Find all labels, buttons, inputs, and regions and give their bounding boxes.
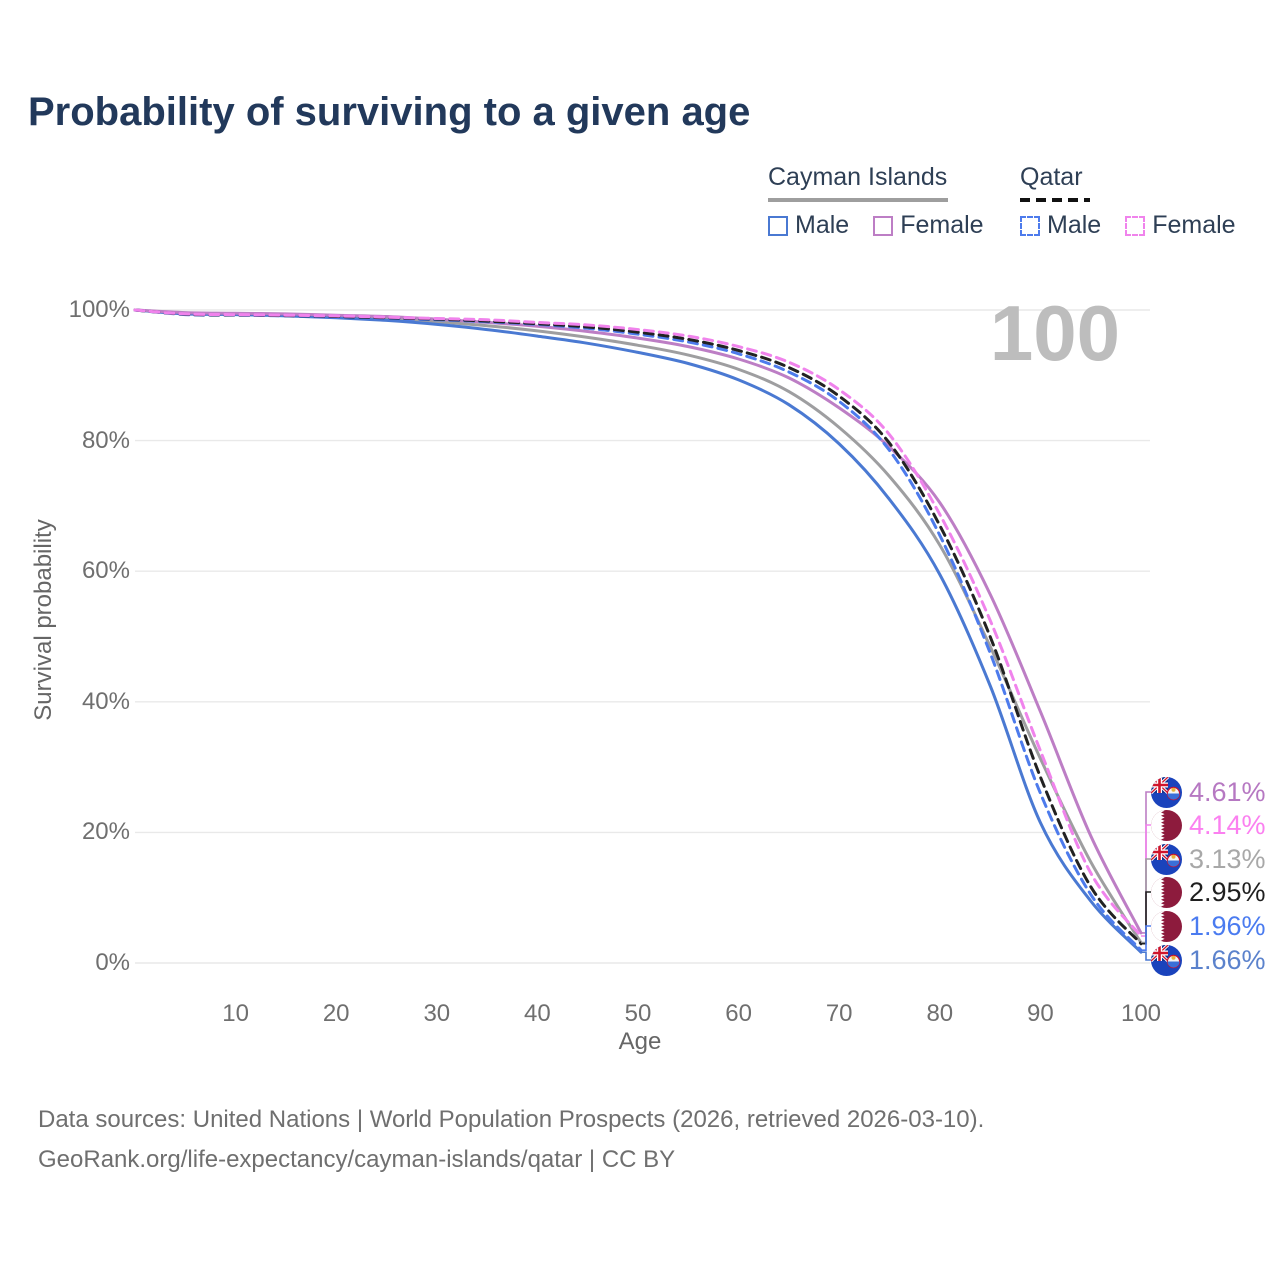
y-tick-label: 100% [68,296,130,323]
legend-swatch-cayman-male [768,215,788,236]
series-line-qatar-total [133,308,1143,946]
end-label-value: 1.66% [1189,944,1266,975]
leader-line-qatar-total [1141,891,1151,945]
qatar-flag-icon [1151,910,1182,942]
legend-swatch-qatar-female [1125,215,1146,236]
x-tick-label: 50 [624,1000,652,1027]
y-tick-label: 60% [81,557,130,585]
legend-item-qatar-male[interactable]: Male [1020,211,1101,240]
legend-swatch-cayman-female [873,215,894,236]
legend-group-title: Qatar [1020,163,1083,191]
end-label-value: 4.61% [1189,776,1266,807]
y-tick-label: 80% [81,426,130,454]
cayman-islands-flag-icon [1151,843,1182,875]
y-tick-label: 0% [95,949,130,976]
legend-item-label: Male [795,211,850,239]
page-title: Probability of surviving to a given age [28,90,751,134]
leader-line-qatar-male [1141,925,1151,951]
x-axis-title: Age [618,1028,662,1055]
legend-item-cayman-male[interactable]: Male [768,211,849,240]
series-line-qatar-female [133,308,1143,938]
legend-swatch-qatar-male [1020,215,1040,236]
end-label-value: 2.95% [1189,876,1266,907]
legend-group-title: Cayman Islands [768,163,948,191]
y-tick-label: 20% [81,818,130,846]
legend-item-cayman-female[interactable]: Female [873,211,984,240]
footer-sources: Data sources: United Nations | World Pop… [38,1106,985,1133]
legend-group-cayman-islands: Cayman Islands Male Female [768,163,1008,240]
y-tick-label: 40% [81,687,130,715]
cayman-islands-flag-icon [1151,944,1182,976]
y-axis-title: Survival probability [30,519,57,721]
age-counter-watermark: 100 [989,289,1120,377]
end-label-cayman-male: 1.66% [1151,944,1266,976]
series-line-cayman-male [133,308,1143,954]
footer-attribution: GeoRank.org/life-expectancy/cayman-islan… [38,1146,676,1173]
x-tick-label: 60 [725,1000,752,1027]
x-tick-label: 90 [1027,1000,1054,1027]
series-line-cayman-total [133,308,1143,945]
qatar-flag-icon [1151,809,1182,841]
legend-underline-solid [768,198,948,202]
x-tick-label: 100 [1120,1000,1162,1027]
end-label-qatar-female: 4.14% [1151,809,1266,841]
legend-underline-dashed [1020,198,1090,202]
x-tick-label: 30 [423,1000,451,1027]
legend-item-label: Female [1152,211,1236,239]
end-label-value: 4.14% [1189,809,1266,840]
end-label-cayman-female: 4.61% [1151,776,1266,808]
end-label-value: 1.96% [1189,910,1266,941]
end-label-qatar-total: 2.95% [1151,876,1266,908]
legend-item-label: Female [900,211,984,239]
end-label-cayman-total: 3.13% [1151,843,1266,875]
legend-group-qatar: Qatar Male Female [1020,163,1260,240]
x-tick-label: 20 [322,1000,350,1027]
end-label-qatar-male: 1.96% [1151,910,1266,942]
cayman-islands-flag-icon [1151,776,1182,808]
leader-line-cayman-male [1141,951,1151,961]
end-label-value: 3.13% [1189,843,1266,874]
series-line-qatar-male [133,308,1143,952]
legend-item-qatar-female[interactable]: Female [1125,211,1236,240]
qatar-flag-icon [1151,876,1182,908]
x-tick-label: 80 [926,1000,954,1027]
x-tick-label: 10 [222,1000,249,1027]
legend-item-label: Male [1047,211,1102,239]
x-tick-label: 40 [524,1000,551,1027]
x-tick-label: 70 [825,1000,853,1027]
